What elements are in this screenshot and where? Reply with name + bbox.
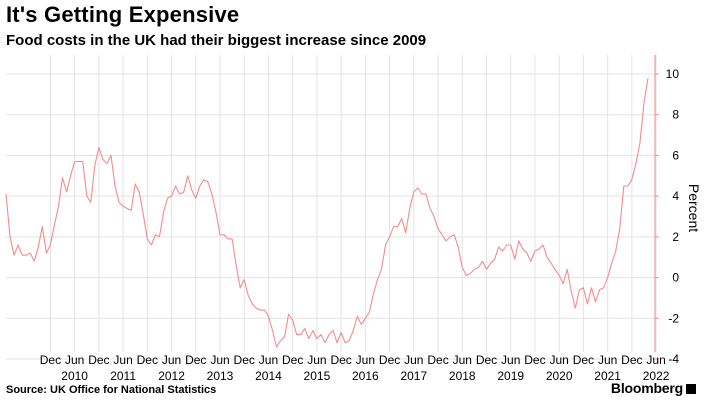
x-tick-label-year: 2013 — [207, 369, 234, 383]
x-tick-label-month: Jun — [501, 353, 520, 367]
x-tick-label-month: Jun — [307, 353, 326, 367]
x-tick-label-month: Dec — [524, 353, 545, 367]
x-tick-label-month: Jun — [259, 353, 278, 367]
y-axis-label: Percent — [686, 184, 702, 232]
x-tick-label-month: Jun — [646, 353, 665, 367]
x-tick-label-month: Dec — [234, 353, 255, 367]
x-tick-label-month: Jun — [453, 353, 472, 367]
x-tick-label-month: Dec — [621, 353, 642, 367]
x-tick-label-year: 2021 — [594, 369, 621, 383]
source-note: Source: UK Office for National Statistic… — [6, 384, 217, 396]
brand-name: Bloomberg — [610, 380, 683, 396]
x-tick-label-month: Dec — [137, 353, 158, 367]
x-tick-label-month: Dec — [476, 353, 497, 367]
y-tick-label: 10 — [666, 67, 680, 81]
chart-title: It's Getting Expensive — [6, 2, 240, 27]
x-tick-label-month: Jun — [210, 353, 229, 367]
x-tick-label-year: 2020 — [546, 369, 573, 383]
x-tick-label-year: 2022 — [643, 369, 670, 383]
x-tick-label-year: 2017 — [400, 369, 427, 383]
y-tick-label: -2 — [668, 311, 679, 325]
x-tick-label-month: Jun — [113, 353, 132, 367]
y-tick-label: 4 — [672, 189, 679, 203]
y-axis: -4 -2 0 2 4 6 8 10 — [654, 55, 680, 366]
x-tick-label-month: Jun — [404, 353, 423, 367]
x-tick-label-month: Dec — [88, 353, 109, 367]
x-tick-label-month: Jun — [598, 353, 617, 367]
bloomberg-mark-icon — [686, 384, 696, 394]
x-tick-label-month: Jun — [65, 353, 84, 367]
x-tick-label-month: Jun — [549, 353, 568, 367]
plot-area — [5, 78, 649, 348]
x-tick-label-year: 2018 — [449, 369, 476, 383]
x-tick-label-month: Dec — [282, 353, 303, 367]
food-inflation-line — [5, 78, 649, 348]
x-tick-label-year: 2015 — [304, 369, 331, 383]
x-tick-label-year: 2014 — [255, 369, 282, 383]
x-tick-label-year: 2010 — [61, 369, 88, 383]
x-tick-label-year: 2011 — [110, 369, 136, 383]
x-tick-label-year: 2019 — [497, 369, 524, 383]
chart-subtitle: Food costs in the UK had their biggest i… — [6, 32, 427, 49]
x-tick-label-year: 2012 — [158, 369, 185, 383]
x-tick-label-month: Dec — [379, 353, 400, 367]
y-tick-label: 8 — [672, 108, 679, 122]
x-tick-label-month: Dec — [185, 353, 206, 367]
bloomberg-logo: Bloomberg — [611, 380, 696, 396]
x-axis-tick-labels: Dec Jun Dec Jun Dec Jun Dec Jun Dec Jun Dec Jun Dec J… — [40, 353, 670, 383]
y-tick-label: -4 — [668, 352, 679, 366]
x-tick-label-month: Dec — [573, 353, 594, 367]
x-tick-label-month: Dec — [40, 353, 61, 367]
gridlines — [6, 55, 657, 360]
y-tick-label: 2 — [672, 230, 679, 244]
x-tick-label-month: Dec — [330, 353, 351, 367]
x-tick-label-month: Jun — [162, 353, 181, 367]
x-tick-label-year: 2016 — [352, 369, 379, 383]
x-tick-label-month: Dec — [427, 353, 448, 367]
x-tick-label-month: Jun — [356, 353, 375, 367]
y-tick-label: 0 — [672, 271, 679, 285]
y-tick-label: 6 — [672, 148, 679, 162]
